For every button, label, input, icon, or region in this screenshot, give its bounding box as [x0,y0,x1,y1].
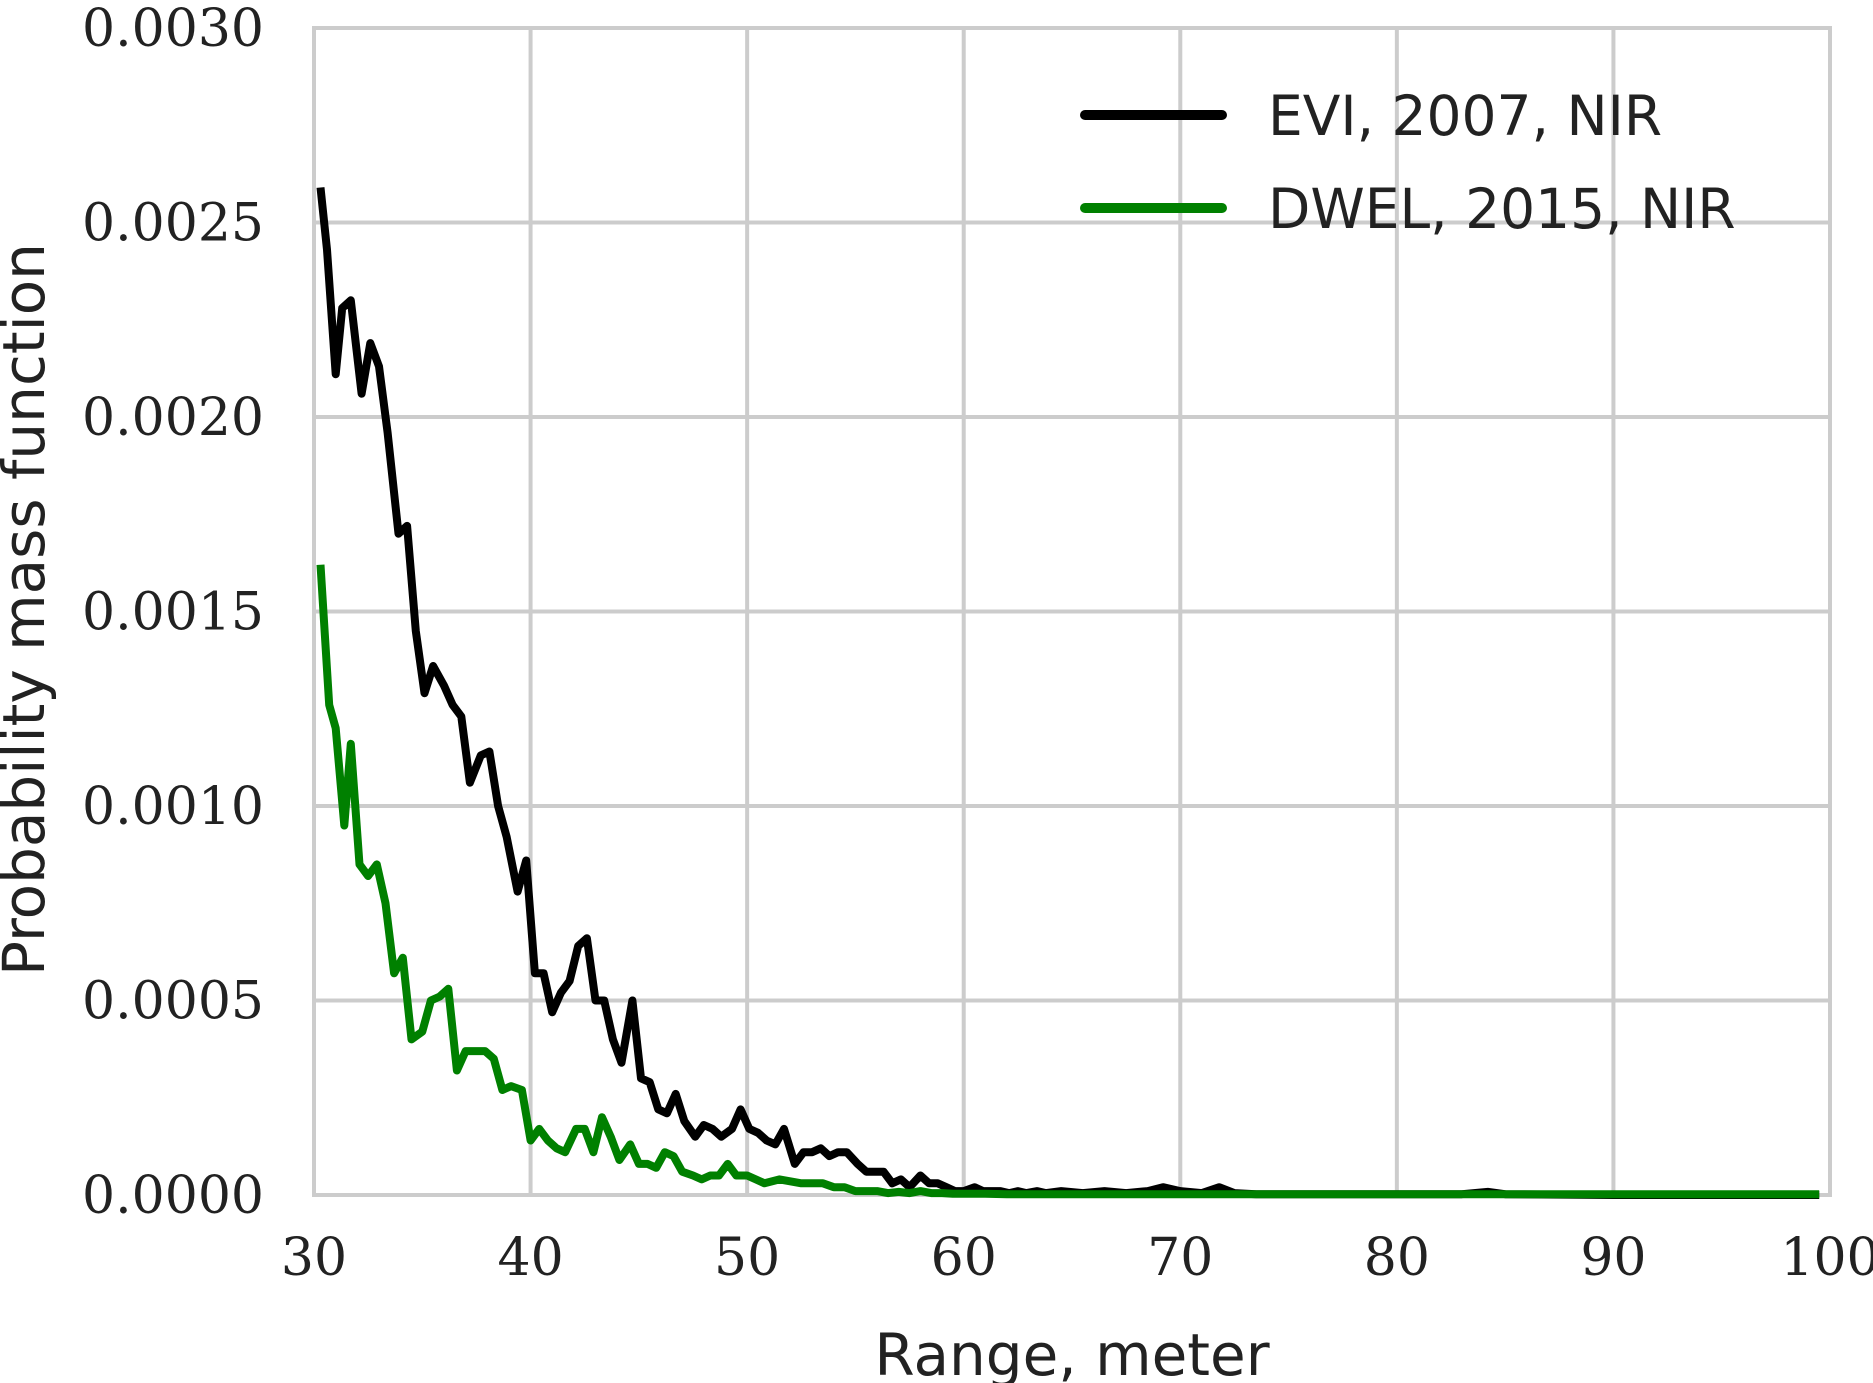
x-tick-label: 100 [1780,1228,1873,1288]
x-tick-label: 90 [1580,1228,1646,1288]
x-tick-labels: 30 40 50 60 70 80 90 100 [281,1228,1873,1288]
y-axis-label: Probability mass function [0,243,58,976]
series-line-1 [316,187,1820,1199]
y-tick-label: 0.0005 [82,972,264,1032]
y-tick-label: 0.0015 [82,583,264,643]
y-tick-label: 0.0030 [82,0,264,59]
grid [312,26,1832,1197]
legend: EVI, 2007, NIR DWEL, 2015, NIR [1080,84,1736,241]
x-tick-label: 60 [931,1228,997,1288]
legend-label-1: EVI, 2007, NIR [1268,84,1662,148]
x-tick-label: 50 [714,1228,780,1288]
series-line-2 [316,564,1820,1199]
x-tick-label: 70 [1147,1228,1213,1288]
x-axis-label: Range, meter [874,1321,1269,1383]
x-tick-label: 40 [497,1228,563,1288]
series-layer [316,187,1820,1199]
y-tick-label: 0.0000 [82,1166,264,1226]
y-tick-labels: 0.0000 0.0005 0.0010 0.0015 0.0020 0.0025 0.00… [82,0,264,1226]
y-tick-label: 0.0010 [82,777,264,837]
y-tick-label: 0.0020 [82,388,264,448]
legend-label-2: DWEL, 2015, NIR [1268,177,1736,241]
x-tick-label: 30 [281,1228,347,1288]
x-tick-label: 80 [1364,1228,1430,1288]
y-tick-label: 0.0025 [82,194,264,254]
